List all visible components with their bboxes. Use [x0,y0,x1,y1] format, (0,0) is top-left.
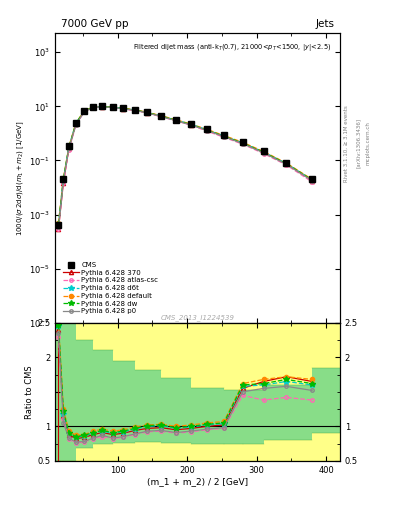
CMS [132,106,137,113]
Line: CMS: CMS [56,103,315,228]
CMS [284,160,289,166]
Text: mcplots.cern.ch: mcplots.cern.ch [365,121,371,165]
CMS [222,132,226,138]
CMS [261,148,266,154]
Text: Jets: Jets [315,19,334,29]
CMS [159,113,164,119]
Y-axis label: $1000/(\sigma\,2\mathrm{d}\sigma)/\mathrm{d}(m_1 + m_2)\;[1/\mathrm{GeV}]$: $1000/(\sigma\,2\mathrm{d}\sigma)/\mathr… [16,120,26,236]
CMS [310,176,314,182]
Text: Filtered dijet mass $(\mathrm{anti\text{-}k}_T(0.7),\,21000\!<\!p_T\!<\!1500,\,|: Filtered dijet mass $(\mathrm{anti\text{… [133,42,331,53]
CMS [66,143,71,149]
CMS [56,222,61,228]
CMS [61,176,66,182]
CMS [174,117,178,123]
X-axis label: (m_1 + m_2) / 2 [GeV]: (m_1 + m_2) / 2 [GeV] [147,477,248,486]
Text: 7000 GeV pp: 7000 GeV pp [61,19,128,29]
CMS [189,121,194,127]
Y-axis label: Ratio to CMS: Ratio to CMS [25,365,34,419]
CMS [205,126,209,133]
CMS [110,104,115,110]
CMS [240,139,245,145]
Text: CMS_2013_I1224539: CMS_2013_I1224539 [160,315,235,322]
CMS [121,105,125,111]
Text: Rivet 3.1.10, ≥ 3.1M events: Rivet 3.1.10, ≥ 3.1M events [344,105,349,182]
Text: [arXiv:1306.3436]: [arXiv:1306.3436] [356,118,361,168]
CMS [100,103,105,110]
CMS [82,108,86,114]
CMS [91,104,95,110]
CMS [73,120,78,126]
Legend: CMS, Pythia 6.428 370, Pythia 6.428 atlas-csc, Pythia 6.428 d6t, Pythia 6.428 de: CMS, Pythia 6.428 370, Pythia 6.428 atla… [61,260,161,316]
CMS [145,109,150,115]
